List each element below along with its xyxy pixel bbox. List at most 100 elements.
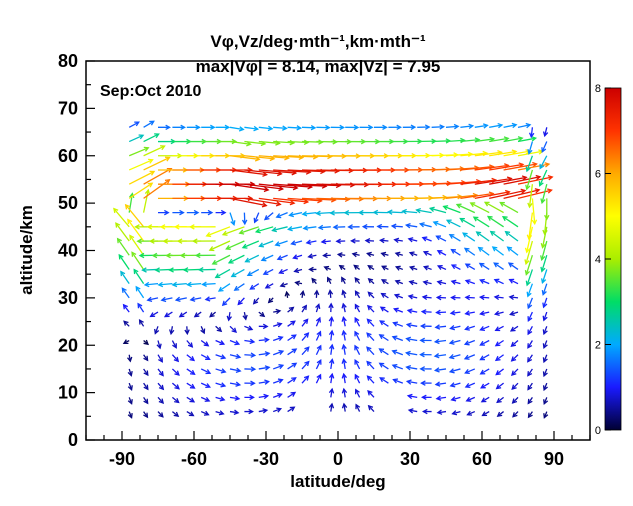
y-tick-label: 0	[68, 430, 78, 450]
vector-arrow	[393, 293, 404, 299]
vector-arrow	[463, 247, 476, 256]
vector-arrow	[372, 209, 389, 216]
vector-arrow	[122, 303, 130, 313]
vector-arrow	[496, 396, 504, 404]
vector-arrow	[335, 238, 346, 244]
vector-arrow	[284, 290, 290, 298]
vector-arrow	[124, 203, 145, 228]
vector-arrow	[448, 368, 461, 374]
vector-arrow	[527, 340, 533, 349]
vector-arrow	[186, 396, 196, 403]
vector-arrow	[197, 267, 216, 273]
vector-arrow	[201, 124, 216, 131]
vector-arrow	[366, 332, 375, 341]
vector-arrow	[517, 122, 532, 129]
vector-arrow	[208, 240, 231, 252]
vector-arrow	[542, 311, 548, 322]
vector-arrow	[361, 224, 375, 230]
vector-arrow	[504, 230, 519, 242]
vector-arrow	[229, 353, 242, 360]
vector-arrow	[367, 265, 375, 271]
vector-arrow	[221, 297, 231, 307]
vector-arrow	[308, 266, 317, 273]
vector-arrow	[116, 237, 130, 256]
vector-arrow	[367, 277, 375, 285]
vector-arrow	[229, 367, 242, 373]
vector-arrow	[478, 262, 490, 270]
vector-arrow	[378, 348, 389, 356]
vector-arrow	[494, 325, 504, 332]
vector-arrow	[527, 382, 533, 391]
vector-arrow	[242, 311, 248, 321]
vector-arrow	[118, 253, 130, 270]
colorbar-tick-label: 8	[595, 83, 601, 95]
vector-arrow	[448, 354, 461, 360]
vector-arrow	[211, 254, 231, 265]
vector-arrow	[436, 279, 447, 286]
vector-arrow	[241, 240, 260, 249]
vector-arrow	[143, 339, 150, 346]
vector-arrow	[244, 197, 282, 207]
vector-arrow	[143, 133, 160, 143]
vector-arrow	[163, 311, 173, 318]
vector-arrow	[391, 335, 404, 342]
vector-arrow	[230, 268, 245, 278]
vector-arrow	[511, 396, 519, 404]
vector-arrow	[421, 294, 432, 301]
vector-arrow	[215, 354, 227, 360]
y-tick-label: 70	[58, 98, 78, 118]
vector-arrow	[341, 276, 346, 284]
vector-arrow	[200, 382, 212, 389]
vector-arrow	[450, 264, 461, 271]
vector-arrow	[172, 124, 186, 131]
vector-arrow	[221, 226, 245, 236]
vector-arrow	[244, 394, 255, 401]
vector-arrow	[376, 223, 389, 230]
vector-arrow	[469, 202, 490, 214]
vector-arrow	[287, 320, 296, 327]
vector-arrow	[540, 184, 548, 205]
vector-arrow	[244, 254, 260, 263]
vector-arrow	[143, 179, 171, 199]
vector-arrow	[307, 253, 317, 259]
vector-arrow	[227, 254, 245, 264]
vector-arrow	[421, 236, 432, 242]
vector-arrow	[347, 224, 360, 230]
chart-title: Vφ,Vz/deg·mth⁻¹,km·mth⁻¹	[210, 32, 426, 51]
vector-arrow	[128, 134, 145, 143]
vector-arrow	[244, 183, 285, 192]
vector-arrow	[143, 156, 171, 171]
vector-arrow	[479, 339, 490, 346]
vector-arrow	[354, 276, 361, 285]
vector-arrow	[479, 278, 490, 285]
vector-arrow	[215, 382, 227, 388]
vector-arrow	[386, 209, 403, 215]
vector-arrow	[527, 311, 533, 322]
vector-arrow	[475, 231, 490, 242]
vector-arrow	[354, 373, 361, 384]
y-tick-label: 60	[58, 146, 78, 166]
vector-arrow	[464, 263, 476, 271]
vector-arrow	[480, 382, 490, 389]
vector-arrow	[353, 264, 360, 270]
vector-arrow	[237, 297, 245, 306]
vector-arrow	[432, 220, 447, 228]
vector-arrow	[244, 366, 257, 372]
vector-arrow	[229, 212, 236, 226]
vector-arrow	[287, 391, 297, 398]
vector-arrow	[157, 209, 170, 216]
vector-arrow	[123, 320, 130, 327]
vector-arrow	[489, 175, 528, 185]
vector-arrow	[501, 216, 519, 228]
vector-arrow	[405, 365, 418, 371]
vector-arrow	[143, 354, 149, 362]
x-tick-label: 30	[400, 449, 420, 469]
vector-arrow	[367, 304, 375, 313]
vector-arrow	[392, 321, 404, 327]
y-axis-label: altitude/km	[17, 205, 36, 295]
vector-arrow	[542, 382, 548, 392]
vector-arrow	[366, 318, 375, 327]
vector-arrow	[417, 124, 431, 130]
vector-arrow	[171, 396, 180, 404]
vector-arrow	[272, 407, 283, 413]
